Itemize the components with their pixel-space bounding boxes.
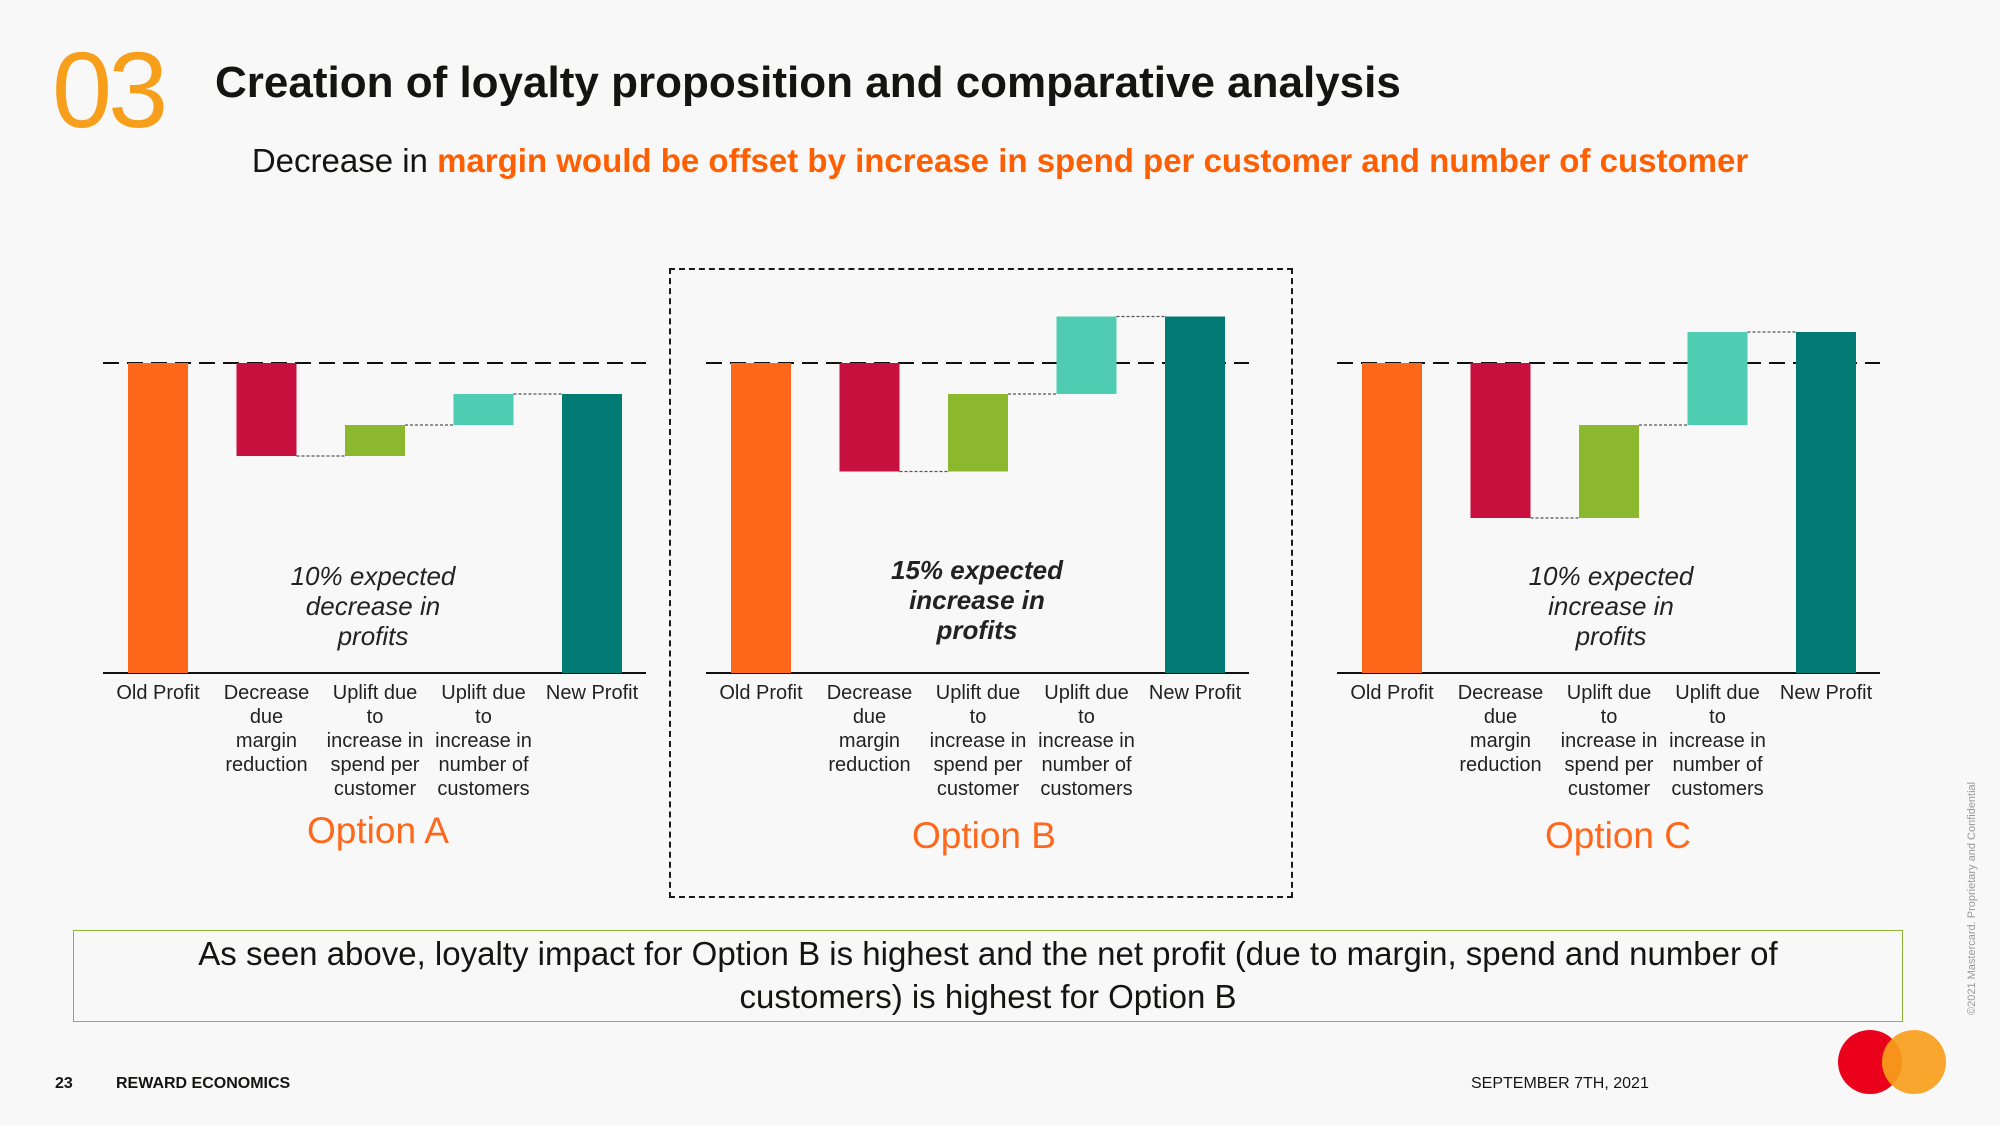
- page-number: 23: [55, 1075, 73, 1092]
- footer-section: REWARD ECONOMICS: [116, 1075, 291, 1092]
- tick-label: New Profit: [546, 682, 639, 704]
- page-subtitle: Decrease in margin would be offset by in…: [0, 142, 2000, 180]
- tick-label: Uplift due to increase in number of customer…: [435, 682, 532, 800]
- tick-label: New Profit: [1149, 682, 1242, 704]
- annotation-label: 10% expected decrease in profits: [291, 561, 457, 651]
- option-label: Option A: [307, 810, 449, 851]
- tick-label: Decrease due margin reduction: [1458, 682, 1544, 776]
- tick-label: Old Profit: [116, 682, 200, 704]
- tick-label: Uplift due to increase in spend per customer: [930, 682, 1027, 800]
- tick-label: Uplift due to increase in spend per customer: [1561, 682, 1658, 800]
- bar-4: [1687, 332, 1748, 425]
- option-label: Option C: [1545, 815, 1691, 856]
- tick-label: Uplift due to increase in number of customer…: [1038, 682, 1135, 800]
- mastercard-logo: [1838, 1030, 1946, 1094]
- summary-text: As seen above, loyalty impact for Option…: [198, 935, 1778, 1015]
- bar-2: [839, 363, 900, 472]
- bar-4: [1056, 316, 1117, 394]
- tick-label: Uplift due to increase in number of customer…: [1669, 682, 1766, 800]
- tick-label: Old Profit: [719, 682, 803, 704]
- bar-1: [128, 363, 188, 673]
- tick-label: Old Profit: [1350, 682, 1434, 704]
- annotation-label: 15% expected increase in profits: [891, 555, 1064, 645]
- tick-label: Uplift due to increase in spend per customer: [327, 682, 424, 800]
- option-b-highlight-box: [669, 268, 1293, 898]
- bar-1: [731, 363, 791, 673]
- section-number: 03: [52, 29, 168, 150]
- page-title: Creation of loyalty proposition and comp…: [215, 58, 1401, 107]
- bar-5: [562, 394, 622, 673]
- tick-label: New Profit: [1780, 682, 1873, 704]
- bar-4: [453, 394, 514, 425]
- footer-date: SEPTEMBER 7TH, 2021: [1471, 1075, 1649, 1092]
- waterfall-charts: Old Profit Decrease due margin reductionUpli…: [103, 315, 1880, 856]
- annotation-label: 10% expected increase in profits: [1529, 561, 1695, 651]
- copyright-text: ©2021 Mastercard. Proprietary and Confid…: [1966, 781, 1978, 1015]
- tick-label: Decrease due margin reduction: [827, 682, 913, 776]
- bar-3: [948, 394, 1008, 472]
- bar-3: [345, 425, 405, 456]
- bar-2: [236, 363, 297, 456]
- subtitle-plain: Decrease in: [251, 142, 438, 179]
- tick-label: Decrease due margin reduction: [224, 682, 310, 776]
- summary-box: As seen above, loyalty impact for Option…: [73, 930, 1903, 1022]
- bar-3: [1579, 425, 1639, 518]
- bar-2: [1470, 363, 1531, 518]
- logo-orange-circle: [1882, 1030, 1946, 1094]
- bar-5: [1165, 316, 1225, 673]
- bar-1: [1362, 363, 1422, 673]
- subtitle-highlight: margin would be offset by increase in sp…: [437, 142, 1749, 179]
- option-label: Option B: [912, 815, 1056, 856]
- bar-5: [1796, 332, 1856, 673]
